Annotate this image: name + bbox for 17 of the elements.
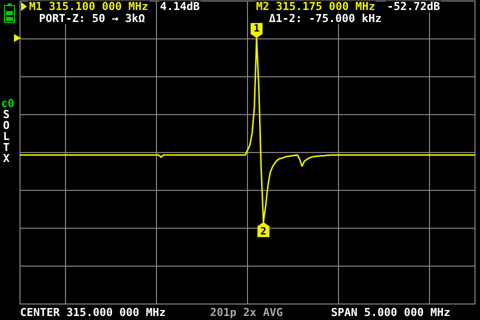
text: L [3,130,10,143]
text: -52.72dB [387,0,440,13]
text: 201p 2x AVG [210,306,284,319]
text: SPAN 5.000 000 MHz [331,306,450,319]
text: c0 [1,97,14,110]
text: 4.14dB [160,0,200,13]
text: Δ1-2: -75.000 kHz [269,12,382,25]
text: S [3,108,10,121]
text: PORT-Z: 50 → 3kΩ [39,12,146,25]
text: M2 315.175 000 MHz [256,0,376,13]
text: 1 [254,24,260,34]
text: X [3,152,10,165]
text: T [3,141,10,154]
text: CENTER 315.000 000 MHz [20,306,166,319]
text: O [3,119,10,132]
text: M1 315.100 000 MHz [29,0,148,13]
annotation: 2 [260,226,266,238]
